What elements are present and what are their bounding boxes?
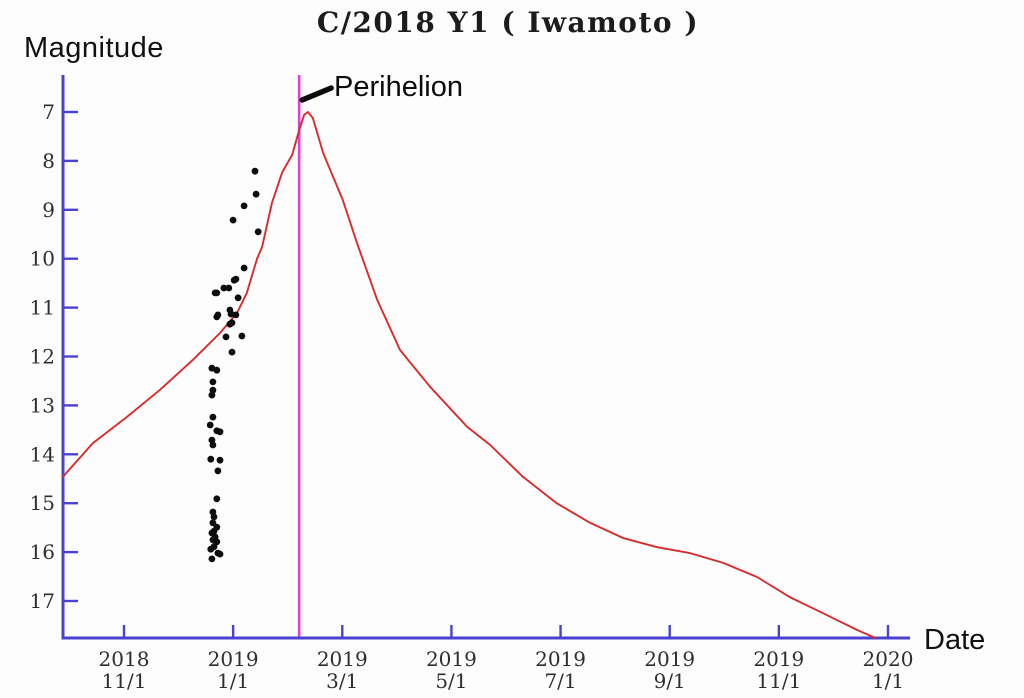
- observation-point: [240, 264, 248, 272]
- observation-point: [240, 202, 248, 210]
- y-tick-label: 11: [30, 296, 55, 320]
- x-tick-label-year: 2019: [317, 647, 368, 671]
- observation-point: [216, 550, 224, 558]
- y-tick-label: 9: [42, 198, 55, 222]
- observation-point: [209, 413, 217, 421]
- observation-point: [234, 294, 242, 302]
- y-tick-label: 15: [30, 491, 55, 515]
- x-tick-label-year: 2019: [753, 647, 804, 671]
- x-tick-label-year: 2019: [426, 647, 477, 671]
- observation-point: [213, 289, 221, 297]
- y-tick-label: 10: [30, 247, 55, 271]
- observation-point: [229, 216, 237, 224]
- y-tick-label: 16: [30, 540, 55, 564]
- observation-point: [213, 313, 221, 321]
- y-tick-label: 7: [42, 100, 55, 124]
- observation-point: [209, 519, 217, 527]
- y-axis-title: Magnitude: [24, 32, 164, 64]
- x-tick-label-date: 11/1: [102, 669, 147, 693]
- x-tick-label-date: 5/1: [435, 669, 467, 693]
- observation-point: [251, 167, 259, 175]
- observation-point: [216, 456, 224, 464]
- x-tick-label-date: 11/1: [756, 669, 801, 693]
- x-tick-label-year: 2019: [644, 647, 695, 671]
- observation-point: [207, 545, 215, 553]
- observation-point: [208, 555, 216, 563]
- y-tick-label: 13: [30, 393, 55, 417]
- observation-point: [214, 467, 222, 475]
- observation-point: [207, 455, 215, 463]
- y-tick-label: 8: [42, 149, 55, 173]
- observation-point: [228, 348, 236, 356]
- y-tick-label: 12: [30, 345, 55, 369]
- observation-point: [216, 428, 224, 436]
- x-tick-label-date: 7/1: [544, 669, 576, 693]
- observation-point: [252, 190, 260, 198]
- observation-point: [206, 421, 214, 429]
- observation-point: [220, 284, 228, 292]
- observation-point: [213, 366, 221, 374]
- observation-point: [238, 332, 246, 340]
- x-tick-label-year: 2019: [208, 647, 259, 671]
- observation-point: [232, 311, 240, 319]
- observation-point: [210, 513, 218, 521]
- observation-point: [209, 378, 217, 386]
- observation-point: [208, 391, 216, 399]
- x-axis-title: Date: [924, 624, 986, 656]
- perihelion-annotation-label: Perihelion: [334, 71, 463, 103]
- x-tick-label-year: 2018: [99, 647, 150, 671]
- observation-point: [222, 333, 230, 341]
- observation-point: [225, 284, 233, 292]
- y-tick-label: 14: [30, 442, 55, 466]
- x-tick-label-date: 1/1: [217, 669, 249, 693]
- x-tick-label-date: 9/1: [654, 669, 686, 693]
- x-tick-label-year: 2020: [863, 647, 914, 671]
- predicted-light-curve-curve: [61, 111, 876, 639]
- x-tick-label-date: 1/1: [872, 669, 904, 693]
- observation-point: [230, 276, 238, 284]
- observation-point: [254, 228, 262, 236]
- x-tick-label-date: 3/1: [326, 669, 358, 693]
- y-tick-label: 17: [30, 589, 55, 613]
- observation-point: [226, 320, 234, 328]
- observation-point: [209, 441, 217, 449]
- observation-point: [213, 495, 221, 503]
- chart-title: C/2018 Y1 ( Iwamoto ): [316, 6, 700, 39]
- perihelion-pointer-line: [299, 85, 334, 103]
- x-tick-label-year: 2019: [535, 647, 586, 671]
